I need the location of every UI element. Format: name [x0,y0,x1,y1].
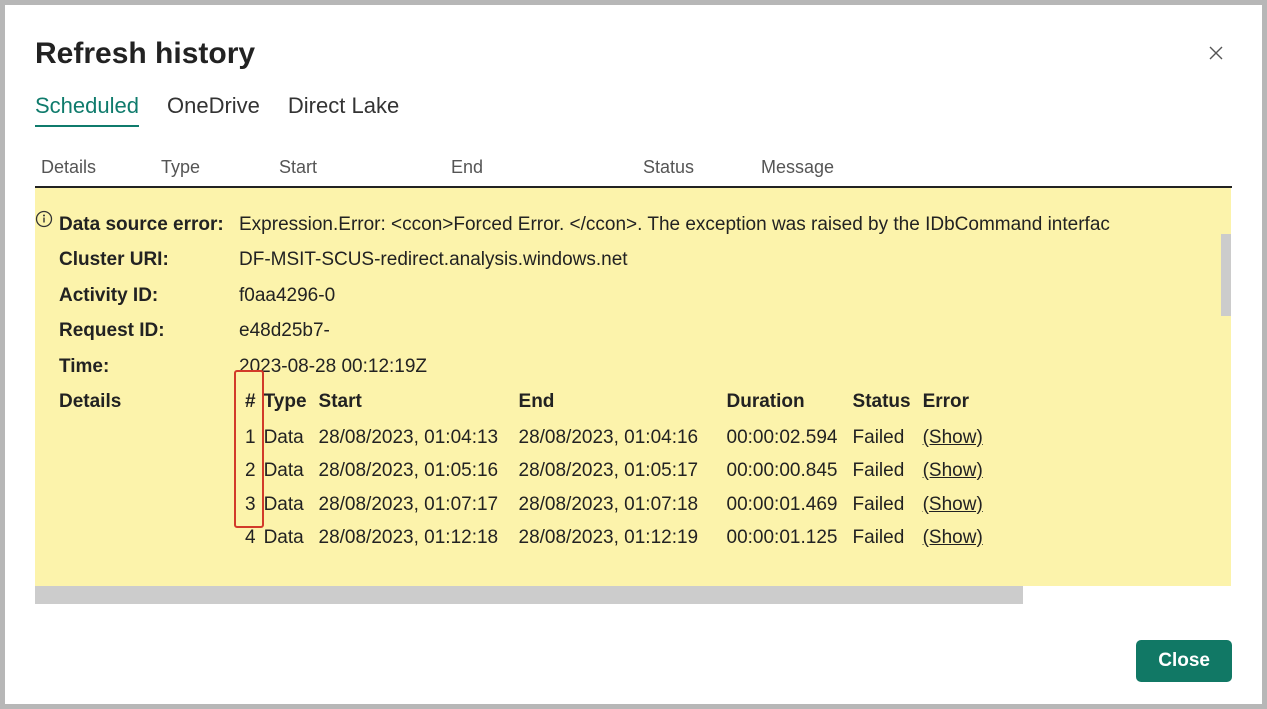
row-data-source-error: Data source error: Expression.Error: <cc… [59,210,1231,239]
cell-end: 28/08/2023, 01:07:18 [517,488,725,521]
row-activity-id: Activity ID: f0aa4296-0 [59,281,1231,310]
label-activity-id: Activity ID: [59,281,239,310]
cell-start: 28/08/2023, 01:05:16 [317,454,517,487]
cell-duration: 00:00:01.125 [725,521,851,554]
cell-num: 2 [239,454,262,487]
error-rows: Data source error: Expression.Error: <cc… [59,210,1231,554]
row-request-id: Request ID: e48d25b7- [59,316,1231,345]
col-message: Message [761,157,1232,178]
dialog-inner: Refresh history Scheduled OneDrive Direc… [5,5,1262,704]
cell-type: Data [262,454,317,487]
tab-direct-lake[interactable]: Direct Lake [288,93,399,127]
cell-type: Data [262,488,317,521]
cell-duration: 00:00:00.845 [725,454,851,487]
value-cluster-uri: DF-MSIT-SCUS-redirect.analysis.windows.n… [239,245,1231,274]
dialog-footer: Close [1136,640,1232,682]
th-end: End [517,387,725,420]
label-time: Time: [59,352,239,381]
value-details: # Type Start End Duration Status Error 1… [239,387,1231,554]
close-button[interactable]: Close [1136,640,1232,682]
value-data-source-error: Expression.Error: <ccon>Forced Error. </… [239,210,1231,239]
cell-error: (Show) [921,521,993,554]
horizontal-scrollbar[interactable] [35,586,1023,604]
table-row: 4Data28/08/2023, 01:12:1828/08/2023, 01:… [239,521,993,554]
header-row: Refresh history [35,33,1232,93]
dialog-frame: Refresh history Scheduled OneDrive Direc… [0,0,1267,709]
show-error-link[interactable]: (Show) [923,527,983,548]
cell-num: 3 [239,488,262,521]
th-error: Error [921,387,993,420]
cell-status: Failed [851,421,921,454]
close-icon[interactable] [1202,39,1230,71]
value-activity-id: f0aa4296-0 [239,281,1231,310]
cell-end: 28/08/2023, 01:05:17 [517,454,725,487]
th-num: # [239,387,262,420]
column-headers: Details Type Start End Status Message [35,153,1232,188]
th-type: Type [262,387,317,420]
cell-error: (Show) [921,488,993,521]
row-time: Time: 2023-08-28 00:12:19Z [59,352,1231,381]
cell-type: Data [262,521,317,554]
cell-num: 4 [239,521,262,554]
cell-type: Data [262,421,317,454]
table-row: 2Data28/08/2023, 01:05:1628/08/2023, 01:… [239,454,993,487]
row-details: Details # Type Start End Duration St [59,387,1231,554]
dialog-title: Refresh history [35,37,255,71]
col-status: Status [643,157,761,178]
show-error-link[interactable]: (Show) [923,494,983,515]
cell-duration: 00:00:01.469 [725,488,851,521]
cell-start: 28/08/2023, 01:04:13 [317,421,517,454]
th-start: Start [317,387,517,420]
table-row: 1Data28/08/2023, 01:04:1328/08/2023, 01:… [239,421,993,454]
th-duration: Duration [725,387,851,420]
cell-error: (Show) [921,421,993,454]
cell-end: 28/08/2023, 01:04:16 [517,421,725,454]
col-end: End [451,157,643,178]
details-table: # Type Start End Duration Status Error 1… [239,387,993,554]
show-error-link[interactable]: (Show) [923,427,983,448]
tabs: Scheduled OneDrive Direct Lake [35,93,1232,127]
col-type: Type [161,157,279,178]
table-row: 3Data28/08/2023, 01:07:1728/08/2023, 01:… [239,488,993,521]
cell-start: 28/08/2023, 01:07:17 [317,488,517,521]
error-panel: Data source error: Expression.Error: <cc… [35,188,1231,586]
th-status: Status [851,387,921,420]
details-header-row: # Type Start End Duration Status Error [239,387,993,420]
cell-end: 28/08/2023, 01:12:19 [517,521,725,554]
col-details: Details [41,157,161,178]
cell-start: 28/08/2023, 01:12:18 [317,521,517,554]
cell-status: Failed [851,454,921,487]
tab-onedrive[interactable]: OneDrive [167,93,260,127]
label-details: Details [59,387,239,416]
cell-status: Failed [851,521,921,554]
label-request-id: Request ID: [59,316,239,345]
cell-num: 1 [239,421,262,454]
value-time: 2023-08-28 00:12:19Z [239,352,1231,381]
value-request-id: e48d25b7- [239,316,1231,345]
show-error-link[interactable]: (Show) [923,460,983,481]
cell-duration: 00:00:02.594 [725,421,851,454]
info-icon [35,210,53,228]
label-data-source-error: Data source error: [59,210,239,239]
cell-error: (Show) [921,454,993,487]
cell-status: Failed [851,488,921,521]
col-start: Start [279,157,451,178]
tab-scheduled[interactable]: Scheduled [35,93,139,127]
row-cluster-uri: Cluster URI: DF-MSIT-SCUS-redirect.analy… [59,245,1231,274]
vertical-scrollbar[interactable] [1221,234,1231,316]
label-cluster-uri: Cluster URI: [59,245,239,274]
